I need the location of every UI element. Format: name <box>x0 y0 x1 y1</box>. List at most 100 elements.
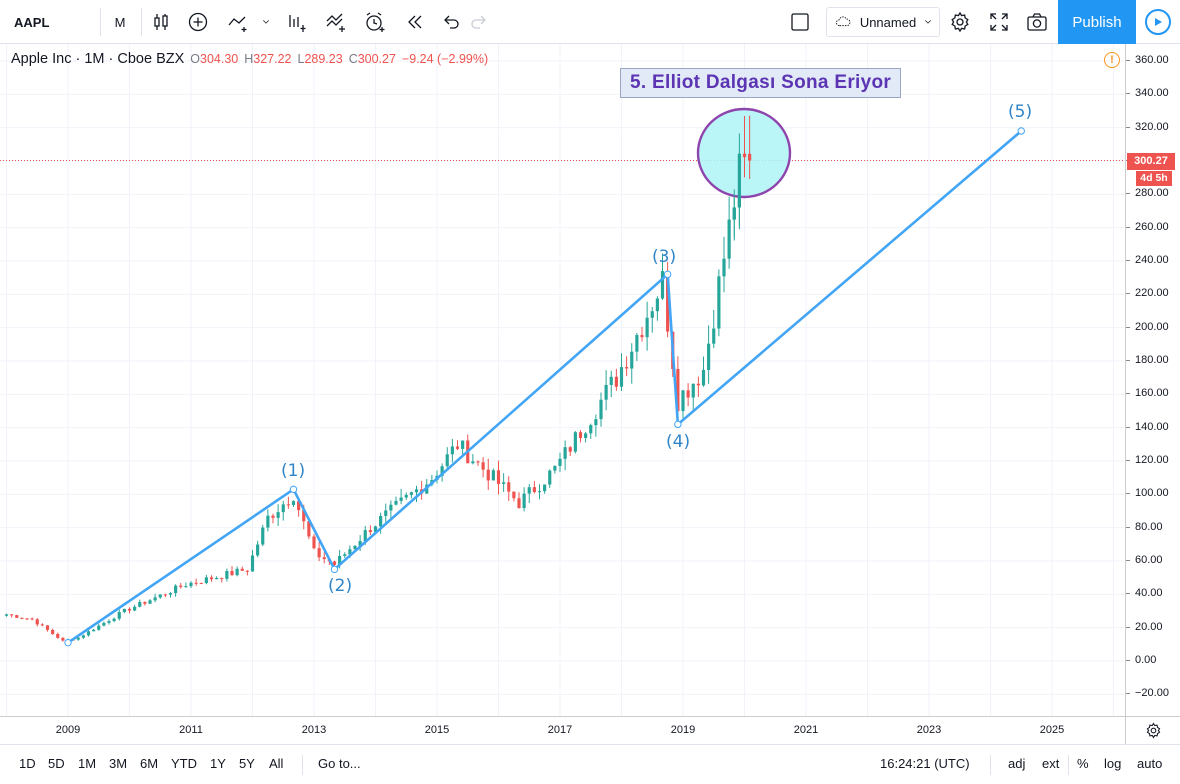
auto-scale-toggle[interactable]: auto <box>1137 756 1163 771</box>
add-indicator-icon[interactable] <box>184 7 212 37</box>
price-chart[interactable] <box>0 44 1125 716</box>
price-tick-label: 40.00 <box>1126 587 1163 600</box>
candle-body <box>245 570 249 572</box>
price-tick-label: 320.00 <box>1126 120 1169 133</box>
wave-point-handle <box>64 638 72 647</box>
symbol-search-button[interactable]: AAPL <box>14 14 50 30</box>
legend-low: L289.23 <box>297 52 343 66</box>
legend-open: O304.30 <box>190 52 239 66</box>
layout-name-button[interactable]: Unnamed <box>826 7 940 37</box>
candle-body <box>312 536 316 549</box>
range-ytd-button[interactable]: YTD <box>171 756 197 771</box>
redo-icon[interactable] <box>466 7 492 37</box>
interval-button[interactable]: M <box>114 14 126 30</box>
candle-body <box>348 549 352 555</box>
price-tick-label: 160.00 <box>1126 387 1169 400</box>
year-tick-label: 2021 <box>793 724 819 736</box>
candle-body <box>491 470 495 481</box>
settings-gear-icon[interactable] <box>946 7 974 37</box>
range-all-button[interactable]: All <box>269 756 284 771</box>
candle-body <box>133 606 137 611</box>
log-scale-toggle[interactable]: log <box>1104 756 1122 771</box>
range-1y-button[interactable]: 1Y <box>210 756 226 771</box>
candle-body <box>20 617 24 619</box>
wave-label-2[interactable]: (2) <box>328 576 353 596</box>
toolbar-divider <box>100 8 101 36</box>
time-axis[interactable]: 2009 2011 2013 2015 2017 2019 2021 2023 2025 <box>0 716 1125 744</box>
candle-body <box>445 454 449 467</box>
candle-body <box>660 271 665 299</box>
scale-settings-gear-icon[interactable] <box>1125 716 1180 744</box>
chart-type-candles-icon[interactable] <box>147 7 175 37</box>
financials-icon[interactable] <box>283 7 311 37</box>
price-scale[interactable]: 360.00340.00320.00300.00280.00260.00240.… <box>1125 44 1180 716</box>
range-1d-button[interactable]: 1D <box>19 756 36 771</box>
candle-body <box>722 258 726 277</box>
wave-point-handle <box>1017 127 1025 135</box>
candle-body <box>619 367 624 387</box>
candle-body <box>481 462 485 470</box>
chevron-down-icon[interactable] <box>258 7 274 37</box>
play-button[interactable] <box>1136 0 1180 44</box>
clock-timezone-button[interactable]: 16:24:21 (UTC) <box>880 756 970 771</box>
candle-body <box>10 614 14 616</box>
candle-body <box>558 458 562 466</box>
fullscreen-icon[interactable] <box>985 7 1013 37</box>
chevron-down-icon <box>925 20 932 24</box>
templates-icon[interactable] <box>322 7 350 37</box>
candle-body <box>199 583 203 585</box>
candle-body <box>358 541 362 546</box>
compare-icon[interactable] <box>222 7 254 37</box>
candle-body <box>604 384 608 400</box>
wave-label-5[interactable]: (5) <box>1008 102 1033 122</box>
undo-icon[interactable] <box>438 7 464 37</box>
candle-body <box>599 399 603 420</box>
candle-body <box>414 489 419 493</box>
candle-body <box>76 637 80 640</box>
alert-clock-icon[interactable] <box>361 7 389 37</box>
range-6m-button[interactable]: 6M <box>140 756 159 771</box>
wave-label-3[interactable]: (3) <box>652 247 677 267</box>
candle-body <box>307 521 311 537</box>
range-1m-button[interactable]: 1M <box>78 756 97 771</box>
publish-button[interactable]: Publish <box>1058 0 1136 44</box>
chart-area[interactable]: Apple Inc · 1M · Cboe BZX O304.30 H327.2… <box>0 44 1180 744</box>
fullscreen-window-icon[interactable] <box>786 7 814 37</box>
candle-body <box>30 618 34 620</box>
candle-body <box>527 487 531 494</box>
candle-body <box>235 568 239 576</box>
candle-body <box>338 555 342 565</box>
bottom-toolbar: 1D 5D 1M 3M 6M YTD 1Y 5Y All Go to... 16… <box>0 744 1180 784</box>
replay-icon[interactable] <box>401 7 429 37</box>
candle-body <box>373 526 378 533</box>
candle-body <box>4 614 9 616</box>
toolbar-divider <box>141 8 142 36</box>
candle-body <box>35 619 39 625</box>
candle-body <box>701 369 706 386</box>
ext-toggle[interactable]: ext <box>1042 756 1060 771</box>
wave-label-4[interactable]: (4) <box>666 432 691 452</box>
year-tick-label: 2009 <box>55 724 81 736</box>
annotation-title[interactable]: 5. Elliot Dalgası Sona Eriyor <box>620 68 902 98</box>
candle-body <box>112 618 116 622</box>
candle-body <box>686 390 690 398</box>
candle-body <box>727 219 731 259</box>
elliott-wave-line <box>67 130 1023 644</box>
goto-date-button[interactable]: Go to... <box>318 756 361 771</box>
range-5d-button[interactable]: 5D <box>48 756 65 771</box>
candle-body <box>379 515 383 527</box>
range-5y-button[interactable]: 5Y <box>239 756 255 771</box>
candle-body <box>168 593 173 595</box>
range-3m-button[interactable]: 3M <box>109 756 128 771</box>
candle-body <box>102 622 106 626</box>
warning-icon[interactable]: ! <box>1104 52 1120 68</box>
snapshot-camera-icon[interactable] <box>1023 7 1051 37</box>
candle-body <box>40 624 44 626</box>
candle-body <box>127 608 132 611</box>
candle-body <box>553 465 557 471</box>
candle-body <box>404 494 408 498</box>
percent-scale-toggle[interactable]: % <box>1077 756 1089 771</box>
adj-toggle[interactable]: adj <box>1008 756 1026 771</box>
wave-label-1[interactable]: (1) <box>281 461 306 481</box>
